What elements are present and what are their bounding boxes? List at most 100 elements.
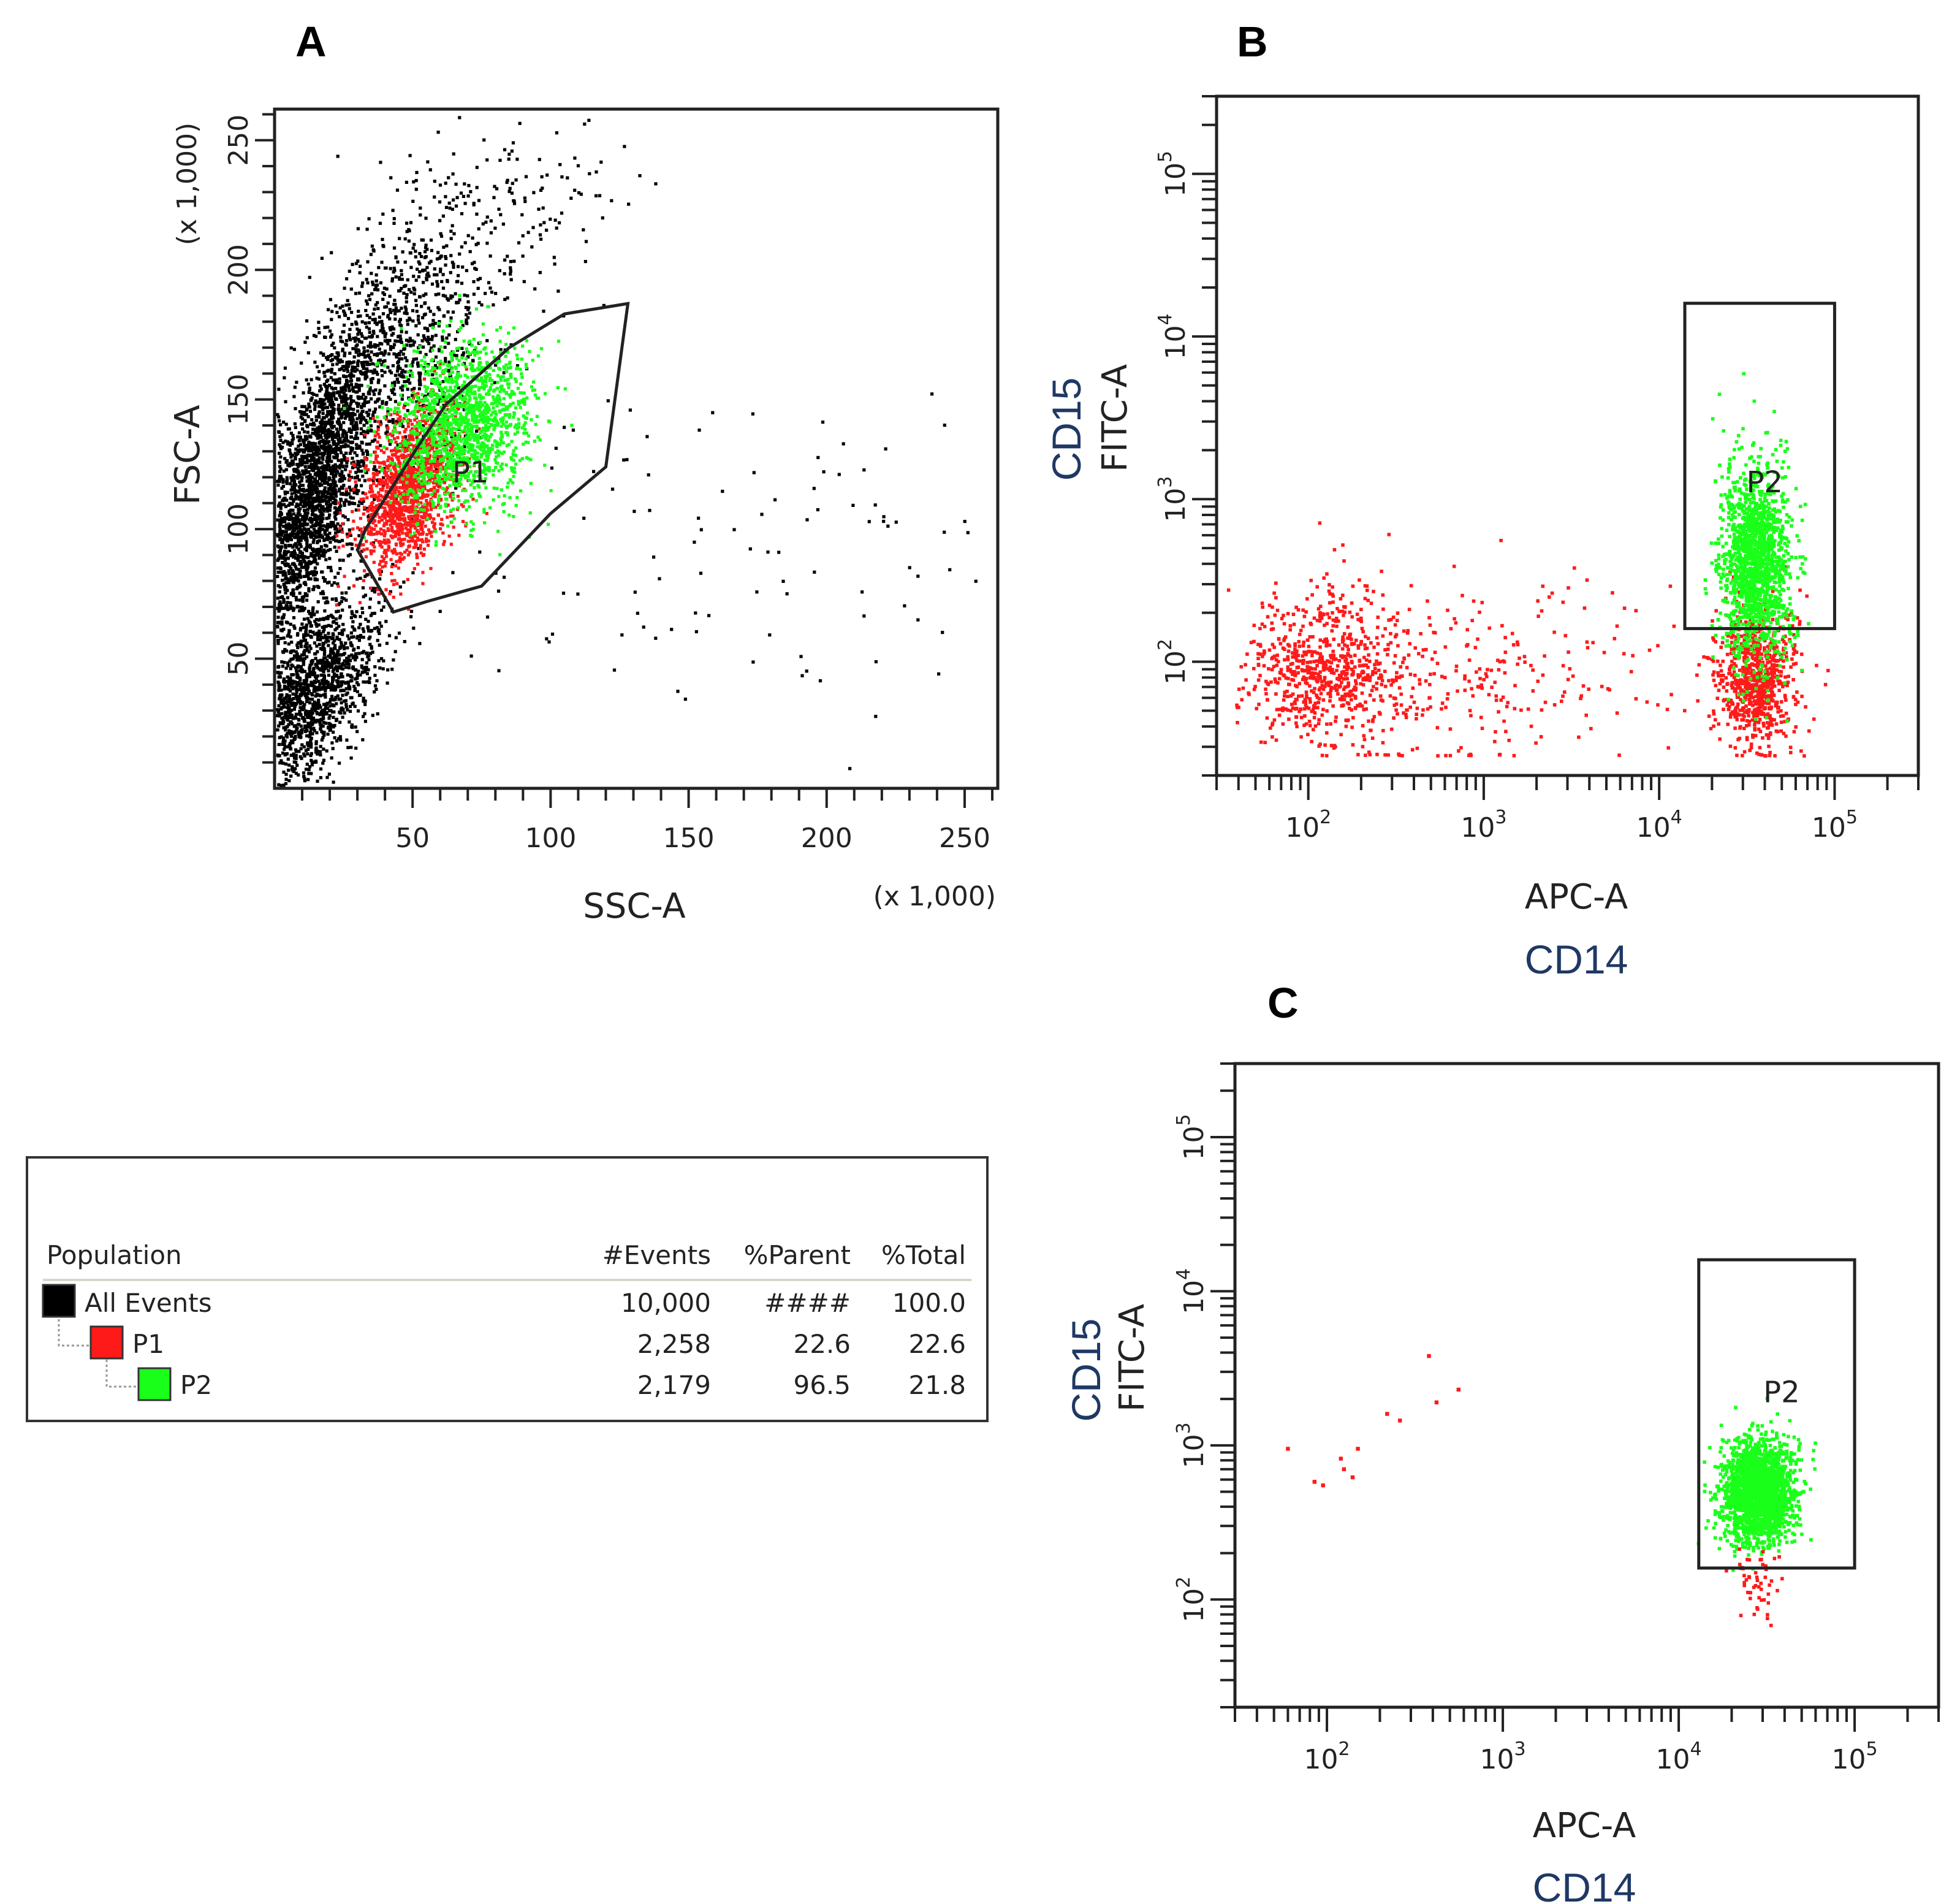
event-dot [352, 569, 355, 573]
event-dot [317, 495, 321, 499]
event-dot [373, 307, 376, 311]
event-dot [346, 411, 349, 414]
event-dot [392, 327, 396, 331]
event-dot [497, 207, 501, 211]
event-dot [289, 476, 293, 479]
event-dot [317, 415, 321, 419]
event-dot [352, 399, 355, 403]
event-dot [299, 643, 303, 647]
event-dot [633, 590, 637, 594]
event-dot [369, 345, 373, 349]
event-dot [278, 524, 282, 527]
event-dot [297, 497, 301, 501]
event-dot [276, 728, 279, 732]
event-dot [428, 424, 431, 427]
event-dot [291, 526, 295, 530]
event-dot [383, 359, 387, 363]
event-dot [330, 421, 334, 424]
event-dot [359, 635, 363, 639]
event-dot [318, 471, 322, 475]
event-dot [319, 444, 323, 448]
event-dot [305, 541, 309, 545]
event-dot [320, 493, 324, 497]
event-dot [424, 338, 428, 341]
event-dot [321, 528, 325, 531]
event-dot [547, 640, 551, 644]
event-dot [284, 530, 287, 534]
event-dot [376, 512, 379, 516]
event-dot [310, 392, 314, 395]
event-dot [289, 679, 292, 683]
event-dot [326, 601, 330, 604]
event-dot [373, 674, 377, 677]
event-dot [327, 355, 330, 359]
event-dot [409, 615, 413, 619]
event-dot [364, 492, 368, 496]
event-dot [278, 712, 282, 716]
event-dot [375, 679, 379, 683]
event-dot [292, 348, 296, 351]
event-dot [319, 549, 323, 553]
event-dot [329, 663, 332, 668]
event-dot [354, 365, 357, 369]
event-dot [439, 255, 443, 259]
event-dot [392, 658, 395, 662]
event-dot [378, 348, 381, 351]
event-dot [368, 298, 372, 302]
event-dot [279, 455, 283, 459]
event-dot [312, 673, 316, 677]
event-dot [443, 539, 446, 543]
event-dot [297, 527, 300, 530]
event-dot [357, 693, 362, 697]
event-dot [430, 462, 433, 465]
event-dot [414, 427, 418, 430]
event-dot [403, 449, 406, 453]
event-dot [373, 684, 378, 688]
event-dot [326, 441, 330, 444]
event-dot [296, 531, 300, 535]
event-dot [362, 680, 365, 684]
event-dot [345, 461, 349, 465]
event-dot [286, 440, 290, 444]
event-dot [490, 291, 493, 294]
event-dot [307, 453, 311, 457]
event-dot [302, 745, 306, 748]
event-dot [458, 298, 462, 302]
event-dot [324, 464, 328, 468]
event-dot [495, 187, 499, 191]
event-dot [389, 267, 392, 270]
event-dot [340, 672, 343, 676]
event-dot [332, 520, 335, 524]
event-dot [576, 592, 580, 596]
event-dot [407, 239, 411, 243]
event-dot [342, 597, 346, 601]
event-dot [301, 598, 305, 601]
event-dot [316, 487, 319, 491]
event-dot [386, 342, 390, 346]
event-dot [467, 306, 471, 310]
event-dot [349, 430, 353, 434]
event-dot [349, 418, 353, 422]
event-dot [289, 554, 293, 557]
event-dot [368, 442, 371, 446]
event-dot [277, 545, 281, 549]
event-dot [406, 278, 409, 282]
event-dot [286, 524, 290, 527]
event-dot [288, 441, 292, 445]
event-dot [405, 311, 409, 316]
event-dot [363, 569, 367, 573]
event-dot [329, 421, 333, 424]
event-dot [303, 438, 307, 441]
event-dot [300, 756, 303, 760]
event-dot [658, 577, 661, 581]
event-dot [276, 584, 280, 588]
event-dot [395, 455, 398, 459]
event-dot [296, 664, 300, 668]
event-dot [314, 535, 318, 539]
event-dot [313, 445, 316, 449]
event-dot [305, 568, 308, 572]
event-dot [283, 745, 287, 749]
event-dot [317, 535, 321, 539]
event-dot [382, 330, 386, 333]
event-dot [378, 392, 381, 395]
